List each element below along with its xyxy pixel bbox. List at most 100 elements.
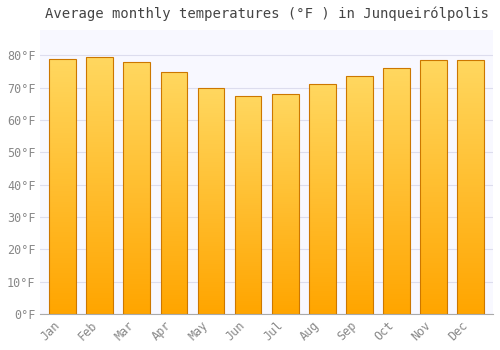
Bar — [124, 186, 150, 188]
Bar — [49, 71, 76, 74]
Bar — [86, 60, 113, 62]
Bar — [309, 215, 336, 218]
Bar — [309, 245, 336, 247]
Bar — [346, 138, 373, 141]
Bar — [49, 296, 76, 299]
Bar — [86, 142, 113, 144]
Bar — [346, 174, 373, 176]
Bar — [272, 138, 298, 140]
Bar — [420, 217, 447, 220]
Bar — [346, 264, 373, 266]
Bar — [235, 176, 262, 178]
Bar — [86, 234, 113, 237]
Bar — [309, 149, 336, 151]
Bar — [86, 286, 113, 288]
Bar — [124, 205, 150, 208]
Bar — [309, 169, 336, 172]
Bar — [458, 65, 484, 68]
Bar — [235, 244, 262, 246]
Bar — [49, 255, 76, 258]
Bar — [124, 69, 150, 72]
Bar — [309, 250, 336, 252]
Bar — [420, 88, 447, 91]
Bar — [124, 268, 150, 271]
Bar — [160, 122, 188, 125]
Bar — [346, 91, 373, 93]
Bar — [420, 131, 447, 134]
Bar — [346, 262, 373, 264]
Bar — [86, 67, 113, 70]
Bar — [198, 253, 224, 255]
Bar — [49, 130, 76, 133]
Bar — [235, 137, 262, 139]
Bar — [420, 223, 447, 225]
Bar — [458, 78, 484, 80]
Bar — [124, 127, 150, 130]
Bar — [198, 203, 224, 205]
Bar — [235, 161, 262, 163]
Bar — [124, 115, 150, 117]
Bar — [346, 257, 373, 259]
Bar — [124, 138, 150, 140]
Bar — [383, 149, 410, 152]
Bar — [124, 170, 150, 173]
Bar — [272, 142, 298, 145]
Bar — [49, 299, 76, 301]
Bar — [49, 110, 76, 112]
Bar — [86, 57, 113, 314]
Bar — [124, 178, 150, 180]
Bar — [346, 266, 373, 269]
Bar — [86, 186, 113, 188]
Bar — [86, 291, 113, 293]
Bar — [235, 107, 262, 109]
Bar — [124, 175, 150, 178]
Bar — [198, 287, 224, 289]
Bar — [346, 129, 373, 131]
Bar — [235, 126, 262, 128]
Bar — [346, 273, 373, 276]
Bar — [235, 120, 262, 122]
Bar — [235, 246, 262, 248]
Bar — [160, 84, 188, 86]
Bar — [124, 258, 150, 261]
Bar — [272, 94, 298, 314]
Bar — [198, 264, 224, 266]
Bar — [49, 117, 76, 120]
Bar — [86, 201, 113, 203]
Bar — [272, 140, 298, 142]
Bar — [86, 121, 113, 124]
Bar — [235, 275, 262, 277]
Bar — [160, 186, 188, 188]
Bar — [383, 285, 410, 287]
Bar — [420, 273, 447, 276]
Bar — [160, 105, 188, 108]
Bar — [49, 306, 76, 309]
Bar — [346, 297, 373, 300]
Bar — [458, 301, 484, 304]
Bar — [383, 179, 410, 181]
Bar — [420, 240, 447, 243]
Bar — [49, 309, 76, 312]
Bar — [198, 269, 224, 271]
Bar — [235, 248, 262, 251]
Bar — [346, 269, 373, 271]
Bar — [420, 147, 447, 149]
Bar — [272, 160, 298, 162]
Bar — [272, 250, 298, 252]
Bar — [198, 113, 224, 115]
Bar — [198, 291, 224, 294]
Bar — [49, 87, 76, 89]
Bar — [383, 125, 410, 127]
Bar — [458, 251, 484, 253]
Bar — [458, 266, 484, 268]
Bar — [272, 228, 298, 230]
Bar — [383, 181, 410, 184]
Bar — [309, 172, 336, 174]
Bar — [420, 215, 447, 217]
Bar — [160, 91, 188, 93]
Bar — [198, 155, 224, 158]
Bar — [272, 130, 298, 132]
Bar — [160, 244, 188, 246]
Bar — [346, 281, 373, 283]
Bar — [198, 169, 224, 171]
